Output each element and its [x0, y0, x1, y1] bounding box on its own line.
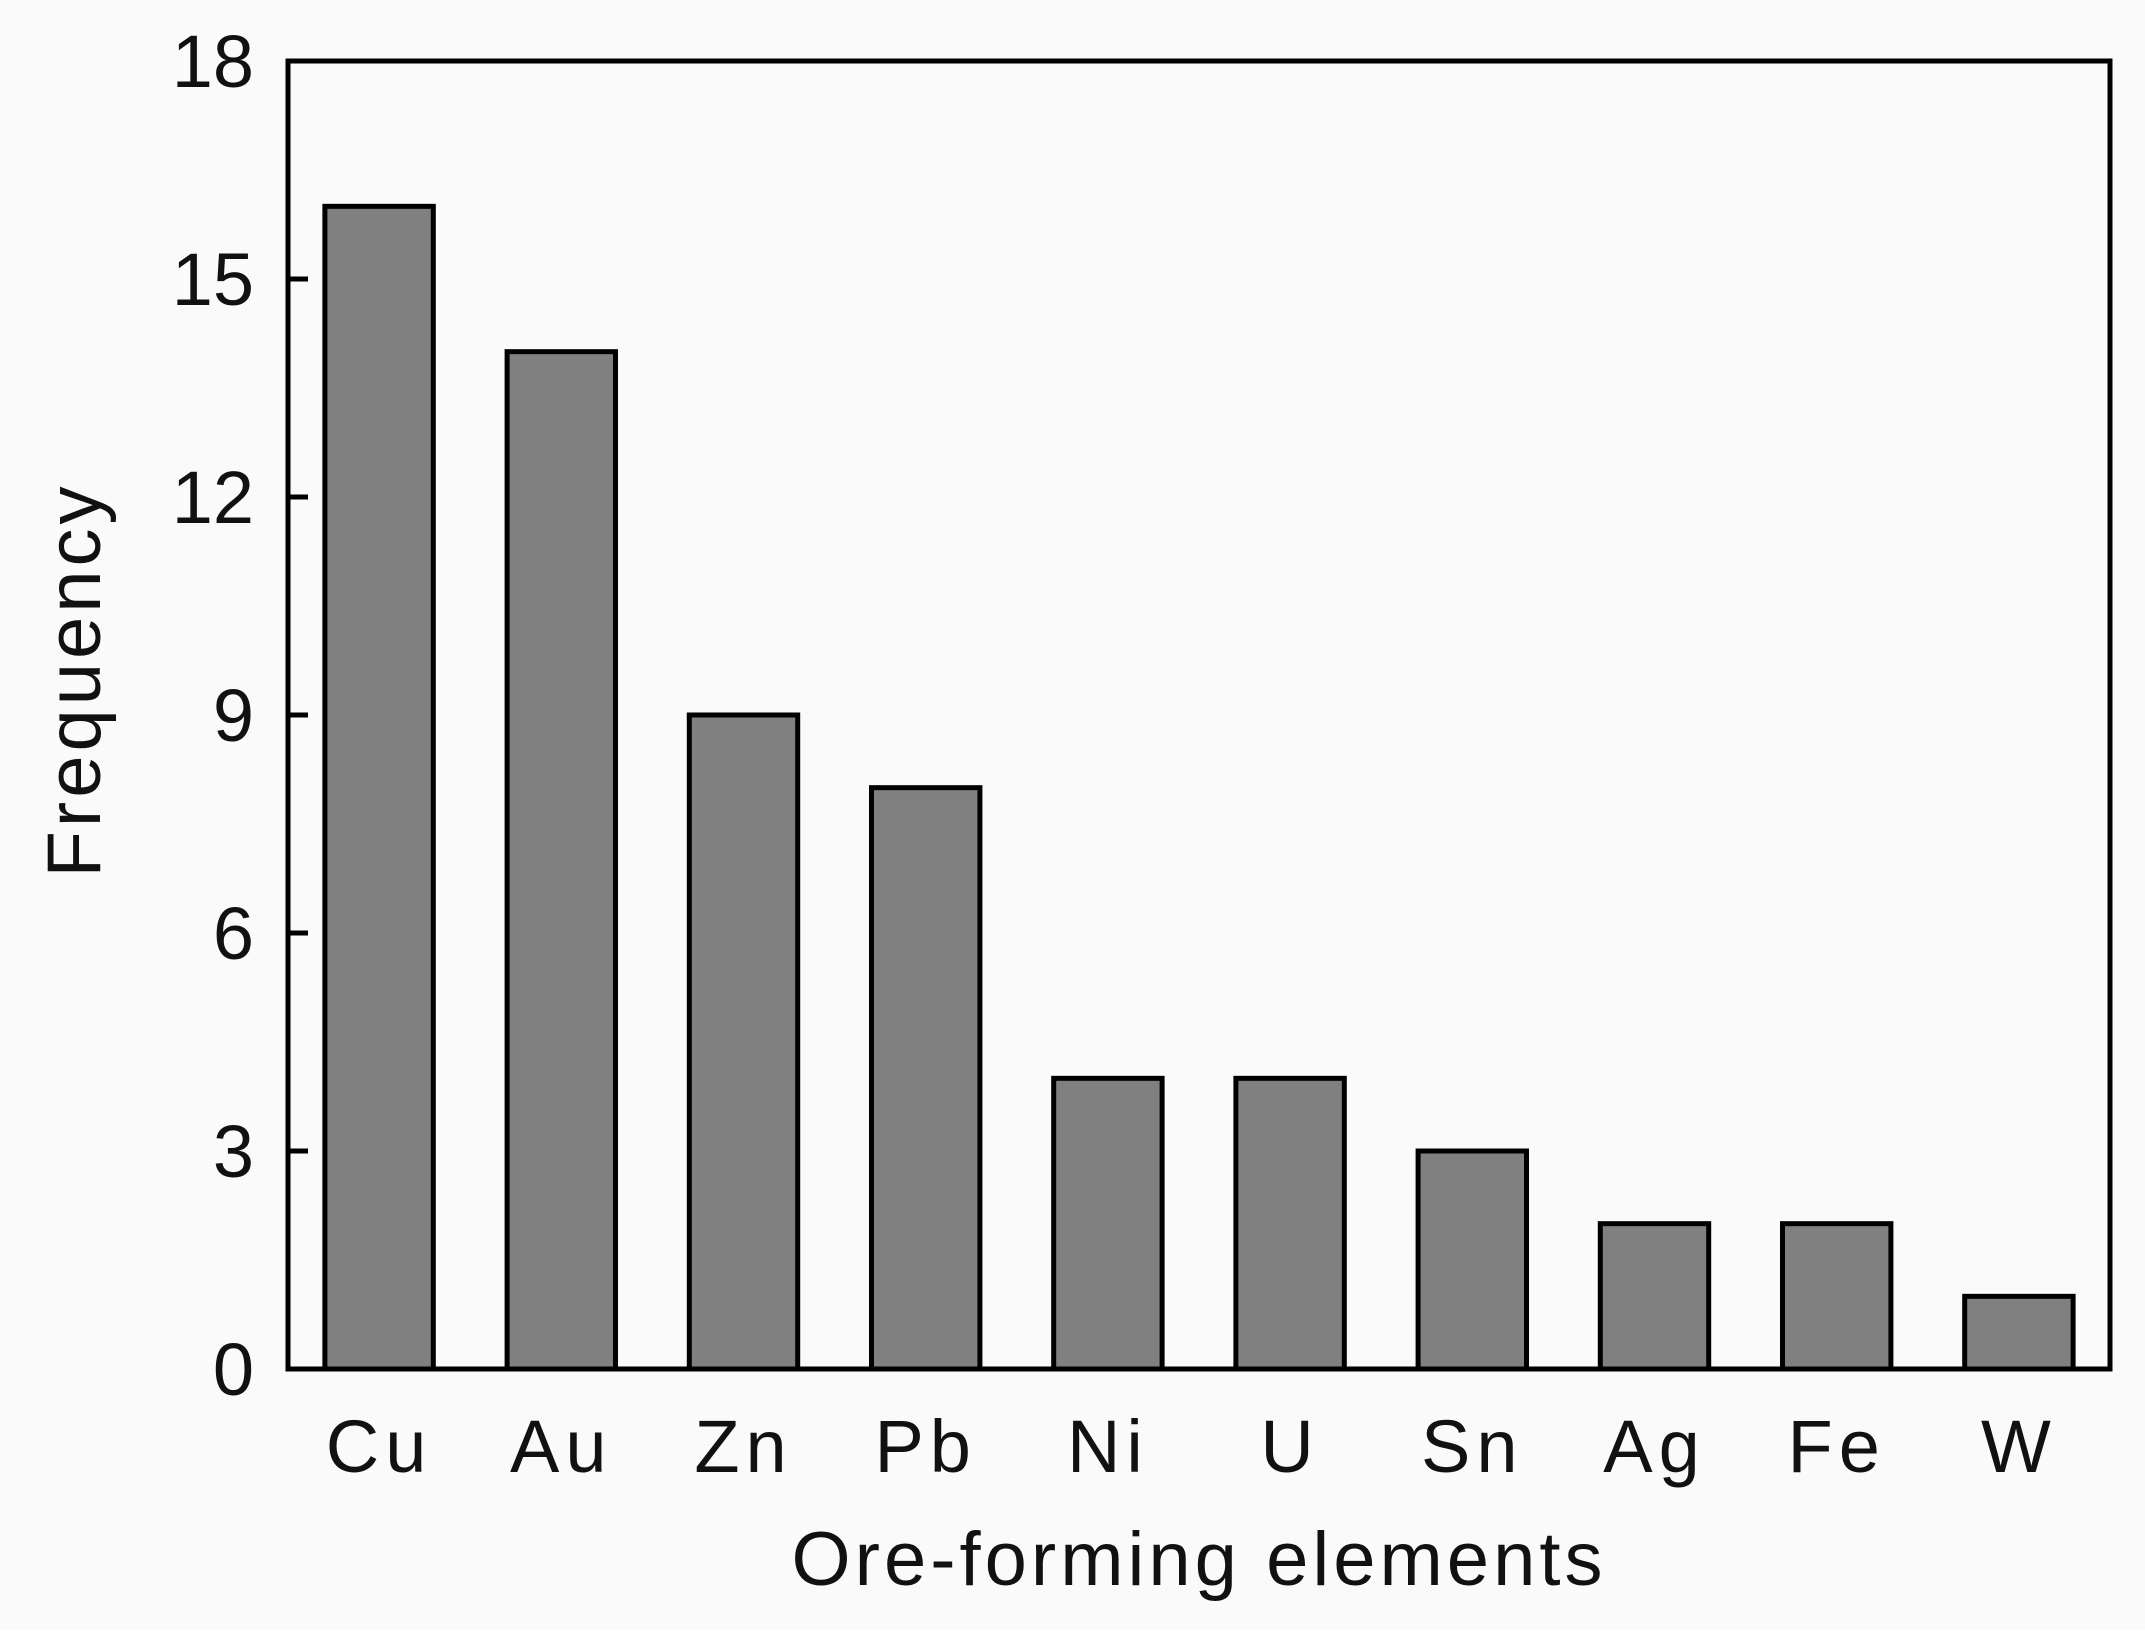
- bar-u: [1233, 1075, 1347, 1372]
- bars-layer: [322, 203, 2076, 1372]
- y-tick-label: 0: [213, 1328, 254, 1411]
- y-tick-label: 15: [172, 238, 254, 321]
- bar-cu: [322, 203, 436, 1372]
- x-category-label: U: [1260, 1405, 1319, 1488]
- x-category-label: Au: [510, 1405, 613, 1488]
- y-tick-label: 3: [213, 1110, 254, 1193]
- bar-au: [504, 349, 619, 1372]
- y-tick-label: 18: [172, 20, 254, 103]
- bar-fe: [1779, 1221, 1894, 1372]
- y-axis: 0 3 6 9 12 15 18: [172, 20, 308, 1411]
- bar-ag: [1597, 1221, 1712, 1372]
- y-tick-label: 6: [213, 892, 254, 975]
- x-category-label: W: [1981, 1405, 2057, 1488]
- x-category-label: Sn: [1421, 1405, 1524, 1488]
- x-axis: Cu Au Zn Pb Ni U Sn Ag Fe W: [326, 1405, 2057, 1488]
- bar-ni: [1051, 1075, 1165, 1372]
- x-category-label: Ag: [1603, 1405, 1706, 1488]
- bar-zn: [686, 712, 801, 1372]
- x-category-label: Pb: [874, 1405, 977, 1488]
- y-tick-label: 9: [213, 674, 254, 757]
- bar-pb: [868, 785, 983, 1372]
- y-tick-label: 12: [172, 456, 254, 539]
- bar-w: [1962, 1293, 2076, 1372]
- bar-sn: [1415, 1148, 1530, 1372]
- x-category-label: Cu: [326, 1405, 433, 1488]
- y-axis-title: Frequency: [32, 482, 117, 877]
- x-category-label: Fe: [1788, 1405, 1886, 1488]
- x-category-label: Zn: [694, 1405, 792, 1488]
- x-axis-title: Ore-forming elements: [792, 1517, 1607, 1602]
- x-category-label: Ni: [1067, 1405, 1149, 1488]
